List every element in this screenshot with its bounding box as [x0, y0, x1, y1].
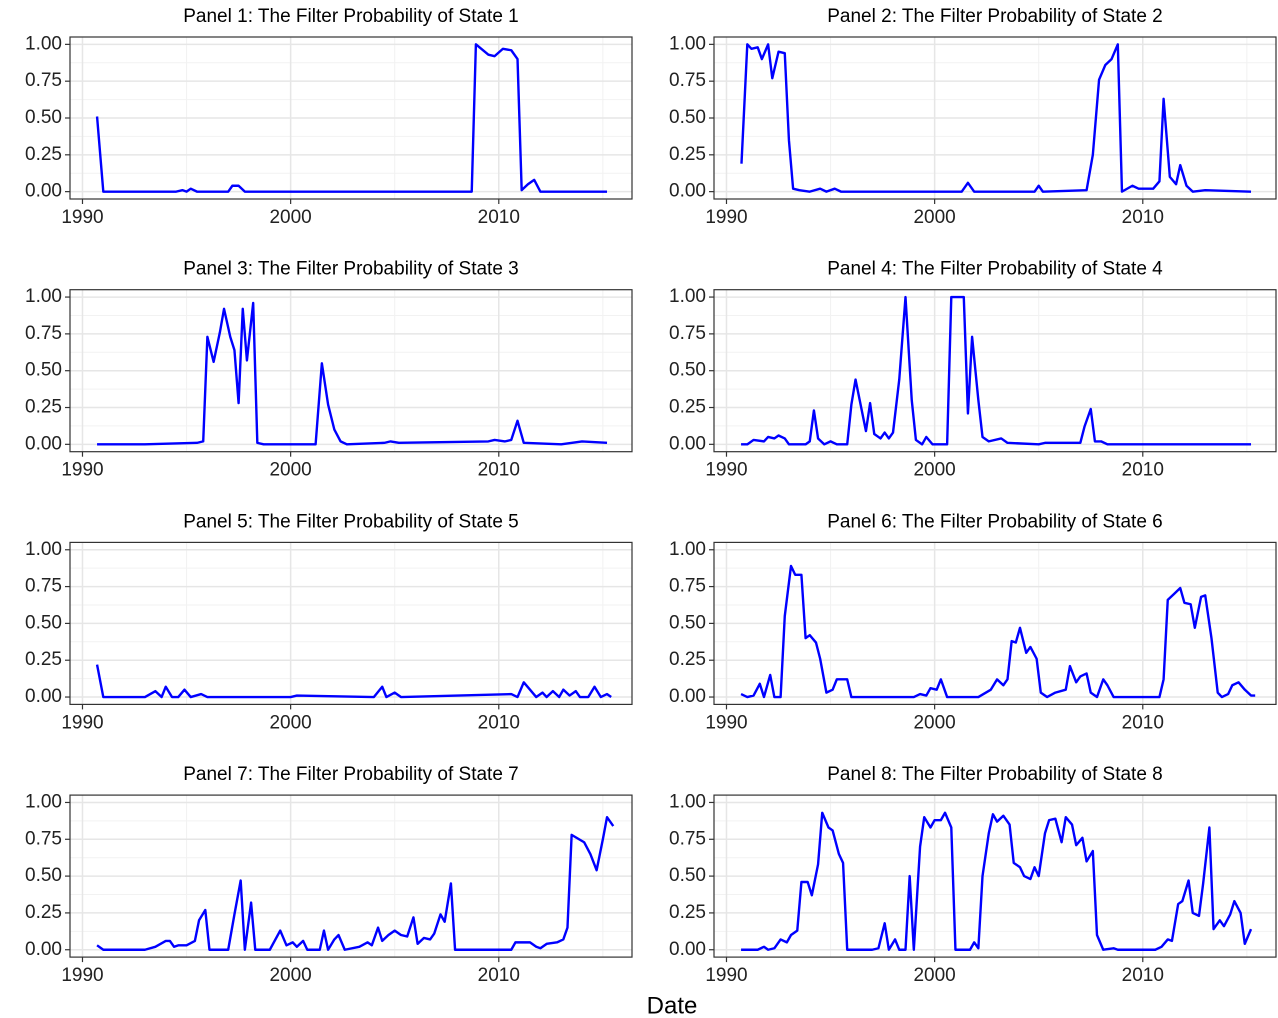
panel-border: [69, 794, 633, 958]
x-tick-label: 1990: [61, 207, 103, 228]
x-tick-label: 1990: [705, 712, 747, 733]
x-tick-label: 2000: [913, 207, 955, 228]
x-tick-label: 2000: [269, 460, 311, 481]
x-axis-label: Date: [647, 992, 698, 1018]
data-line: [741, 811, 1253, 951]
y-tick-label: 0.25: [25, 397, 62, 418]
y-tick-label: 0.25: [25, 902, 62, 923]
y-tick-label: 1.00: [669, 286, 706, 307]
y-tick-label: 1.00: [25, 286, 62, 307]
y-tick-label: 0.50: [669, 360, 706, 381]
x-tick-label: 2010: [1122, 460, 1164, 481]
panel-border: [713, 794, 1277, 958]
y-tick-label: 0.00: [25, 181, 62, 202]
panel-title: Panel 2: The Filter Probability of State…: [827, 6, 1163, 27]
panel-title: Panel 4: The Filter Probability of State…: [827, 259, 1163, 280]
y-tick-label: 0.75: [669, 828, 706, 849]
panel-title: Panel 8: The Filter Probability of State…: [827, 764, 1163, 785]
y-tick-label: 0.25: [669, 902, 706, 923]
y-tick-label: 0.25: [669, 397, 706, 418]
panel-title: Panel 5: The Filter Probability of State…: [183, 511, 519, 532]
y-tick-label: 0.75: [669, 323, 706, 344]
y-tick-label: 0.50: [25, 865, 62, 886]
data-line: [95, 664, 612, 699]
x-tick-label: 2000: [269, 712, 311, 733]
panel-border: [713, 289, 1277, 453]
y-tick-label: 0.00: [25, 686, 62, 707]
data-line: [740, 43, 1252, 193]
x-tick-label: 1990: [61, 712, 103, 733]
y-tick-label: 0.00: [25, 433, 62, 454]
data-line: [741, 295, 1252, 446]
y-tick-label: 1.00: [25, 33, 62, 54]
x-tick-label: 2010: [1122, 207, 1164, 228]
y-tick-label: 0.75: [669, 576, 706, 597]
y-tick-label: 1.00: [669, 539, 706, 560]
y-tick-label: 0.75: [25, 70, 62, 91]
y-tick-label: 0.25: [669, 144, 706, 165]
x-tick-label: 1990: [705, 965, 747, 986]
x-tick-label: 2010: [478, 712, 520, 733]
y-tick-label: 0.25: [669, 649, 706, 670]
y-tick-label: 0.75: [669, 70, 706, 91]
data-line: [96, 815, 615, 951]
y-tick-label: 0.75: [25, 323, 62, 344]
y-tick-label: 0.50: [669, 865, 706, 886]
panel-title: Panel 6: The Filter Probability of State…: [827, 511, 1163, 532]
data-line: [95, 43, 608, 193]
x-tick-label: 2000: [913, 712, 955, 733]
panel-border: [69, 289, 633, 453]
panel-title: Panel 7: The Filter Probability of State…: [183, 764, 519, 785]
y-tick-label: 0.50: [25, 612, 62, 633]
y-tick-label: 0.00: [669, 939, 706, 960]
panel-border: [69, 36, 633, 200]
x-tick-label: 2000: [913, 460, 955, 481]
x-tick-label: 2010: [1122, 965, 1164, 986]
y-tick-label: 1.00: [669, 33, 706, 54]
x-tick-label: 1990: [705, 460, 747, 481]
y-tick-label: 0.25: [25, 144, 62, 165]
panel-border: [713, 541, 1277, 706]
x-tick-label: 2010: [478, 965, 520, 986]
y-tick-label: 0.25: [25, 649, 62, 670]
y-tick-label: 0.00: [669, 433, 706, 454]
y-tick-label: 1.00: [25, 791, 62, 812]
y-tick-label: 0.50: [25, 107, 62, 128]
x-tick-label: 1990: [61, 965, 103, 986]
x-tick-label: 2010: [478, 460, 520, 481]
x-tick-label: 1990: [61, 460, 103, 481]
x-tick-label: 2000: [269, 965, 311, 986]
panel-title: Panel 3: The Filter Probability of State…: [183, 259, 519, 280]
y-tick-label: 1.00: [25, 539, 62, 560]
panel-border: [69, 541, 633, 706]
panel-border: [713, 36, 1277, 200]
data-line: [97, 301, 608, 446]
data-line: [740, 564, 1256, 699]
y-tick-label: 0.00: [669, 181, 706, 202]
x-tick-label: 2000: [269, 207, 311, 228]
y-tick-label: 0.75: [25, 828, 62, 849]
x-tick-label: 2000: [913, 965, 955, 986]
y-tick-label: 0.00: [669, 686, 706, 707]
x-tick-label: 2010: [478, 207, 520, 228]
y-tick-label: 0.75: [25, 576, 62, 597]
y-tick-label: 0.50: [669, 107, 706, 128]
panel-title: Panel 1: The Filter Probability of State…: [183, 6, 519, 27]
x-tick-label: 2010: [1122, 712, 1164, 733]
x-tick-label: 1990: [705, 207, 747, 228]
y-tick-label: 0.50: [669, 612, 706, 633]
y-tick-label: 0.50: [25, 360, 62, 381]
y-tick-label: 0.00: [25, 939, 62, 960]
y-tick-label: 1.00: [669, 791, 706, 812]
